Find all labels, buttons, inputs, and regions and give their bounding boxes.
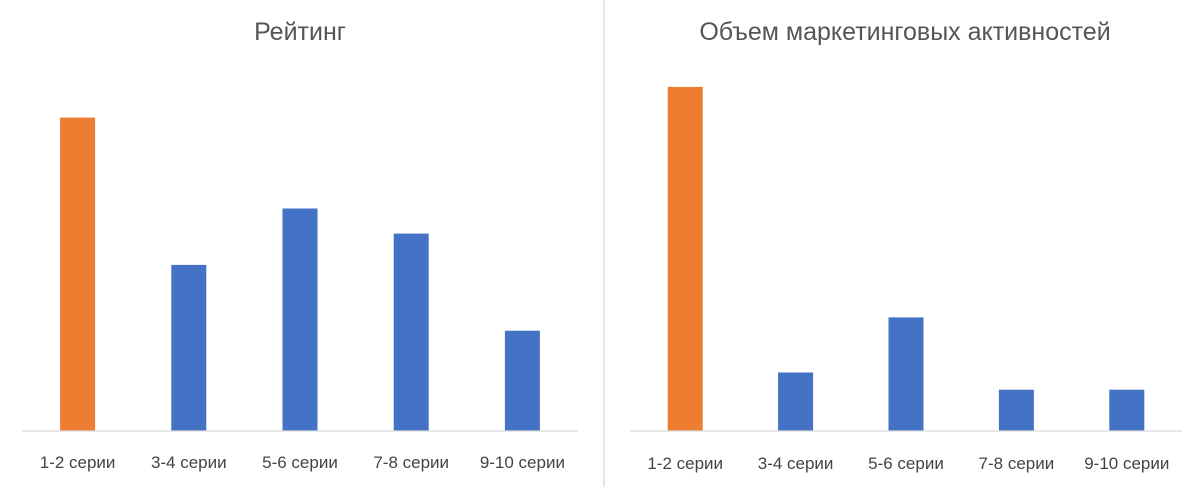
bars-group (60, 117, 540, 431)
bar-5 (504, 330, 540, 431)
bar-1 (60, 117, 96, 431)
bar-4 (998, 389, 1034, 431)
chart-title: Объем маркетинговых активностей (699, 18, 1110, 46)
bar-2 (778, 372, 814, 431)
rating-chart: Рейтинг 1-2 серии 3-4 серии 5-6 серии 7-8 с… (22, 18, 578, 472)
bar-5 (1109, 389, 1145, 431)
x-tick-label: 7-8 серии (373, 453, 449, 472)
chart-title: Рейтинг (254, 18, 346, 46)
bar-3 (888, 317, 924, 431)
x-tick-label: 5-6 серии (262, 453, 338, 472)
bar-1 (667, 86, 703, 432)
bars-group (667, 86, 1145, 432)
x-tick-label: 3-4 серии (758, 454, 834, 473)
x-tick-label: 7-8 серии (979, 454, 1055, 473)
tick-labels: 1-2 серии 3-4 серии 5-6 серии 7-8 серии 9-10… (40, 453, 565, 472)
bar-2 (171, 264, 207, 431)
bar-4 (393, 233, 429, 431)
x-tick-label: 9-10 серии (1084, 454, 1169, 473)
x-tick-label: 3-4 серии (151, 453, 227, 472)
x-tick-label: 1-2 серии (647, 454, 723, 473)
x-tick-label: 5-6 серии (868, 454, 944, 473)
bar-3 (282, 208, 318, 431)
tick-labels: 1-2 серии 3-4 серии 5-6 серии 7-8 серии 9-10… (647, 454, 1169, 473)
x-tick-label: 9-10 серии (480, 453, 565, 472)
x-tick-label: 1-2 серии (40, 453, 116, 472)
marketing-activity-chart: Объем маркетинговых активностей 1-2 сери… (630, 18, 1182, 473)
